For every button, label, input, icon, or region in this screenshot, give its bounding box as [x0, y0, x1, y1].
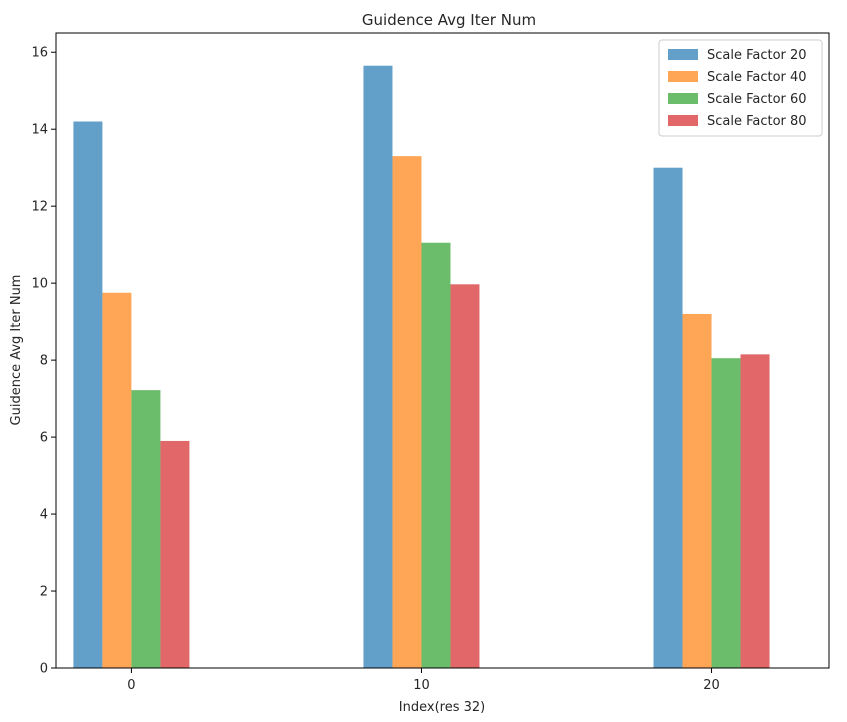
legend-swatch: [668, 71, 698, 82]
bars-group: [73, 65, 770, 669]
y-tick-label: 4: [40, 508, 48, 523]
bar-scale-factor-60-0: [131, 390, 161, 668]
x-tick-label: 20: [703, 678, 720, 693]
y-axis: 0 2 4 6 8 10 12 14 16: [31, 46, 56, 677]
legend-swatch: [668, 115, 698, 126]
legend: Scale Factor 20 Scale Factor 40 Scale Fact…: [658, 39, 823, 137]
x-axis-label: Index(res 32): [399, 700, 485, 715]
bar-scale-factor-20-0: [73, 121, 103, 669]
chart-title: Guidence Avg Iter Num: [362, 11, 536, 29]
y-tick-label: 8: [40, 354, 48, 369]
legend-swatch: [668, 49, 698, 60]
y-tick-label: 2: [40, 585, 48, 600]
y-tick-label: 16: [31, 46, 48, 61]
legend-entry: Scale Factor 80: [707, 114, 807, 129]
y-tick-label: 10: [31, 277, 48, 292]
legend-entry: Scale Factor 40: [707, 70, 807, 85]
bar-scale-factor-40-20: [682, 313, 712, 668]
x-tick-label: 10: [413, 678, 430, 693]
bar-scale-factor-20-10: [363, 65, 393, 669]
bar-scale-factor-80-10: [450, 284, 480, 668]
bar-scale-factor-60-10: [421, 242, 451, 668]
y-tick-label: 12: [31, 200, 48, 215]
y-tick-label: 6: [40, 431, 48, 446]
x-axis: 0 10 20: [127, 668, 720, 693]
plot-frame: [55, 32, 830, 669]
y-tick-label: 0: [40, 662, 48, 677]
legend-box: [658, 39, 823, 137]
y-tick-label: 14: [31, 123, 48, 138]
legend-entry: Scale Factor 60: [707, 92, 807, 107]
legend-swatch: [668, 93, 698, 104]
x-tick-label: 0: [127, 678, 135, 693]
bar-scale-factor-40-10: [392, 156, 422, 668]
bar-scale-factor-60-20: [711, 358, 741, 668]
legend-entry: Scale Factor 20: [707, 48, 807, 63]
bar-scale-factor-40-0: [102, 292, 132, 668]
bar-scale-factor-80-0: [160, 440, 190, 668]
bar-scale-factor-20-20: [653, 167, 683, 669]
bar-scale-factor-80-20: [740, 354, 770, 668]
y-axis-label: Guidence Avg Iter Num: [9, 275, 24, 426]
